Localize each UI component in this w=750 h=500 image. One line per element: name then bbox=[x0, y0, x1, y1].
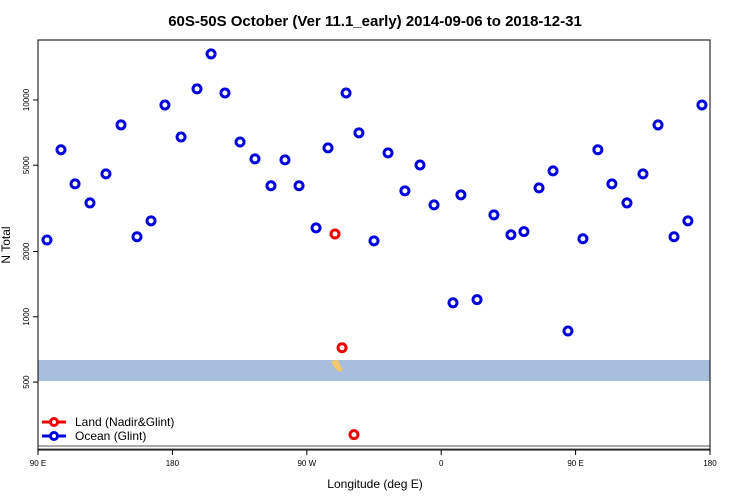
point bbox=[382, 147, 394, 159]
point bbox=[145, 215, 157, 227]
point bbox=[340, 87, 352, 99]
point bbox=[131, 231, 143, 243]
point bbox=[428, 199, 440, 211]
point bbox=[336, 342, 348, 354]
point bbox=[84, 197, 96, 209]
legend-label: Land (Nadir&Glint) bbox=[75, 415, 174, 429]
y-tick-label: 2000 bbox=[22, 242, 31, 260]
x-tick-label: 180 bbox=[703, 459, 717, 468]
point bbox=[399, 185, 411, 197]
point bbox=[577, 233, 589, 245]
y-tick-label: 10000 bbox=[22, 88, 31, 111]
point bbox=[55, 144, 67, 156]
point bbox=[219, 87, 231, 99]
point bbox=[668, 231, 680, 243]
plot-frame bbox=[37, 39, 711, 451]
point bbox=[488, 209, 500, 221]
chart-title: 60S-50S October (Ver 11.1_early) 2014-09… bbox=[168, 13, 582, 30]
point bbox=[310, 222, 322, 234]
point bbox=[293, 180, 305, 192]
point bbox=[191, 83, 203, 95]
legend-label: Ocean (Glint) bbox=[75, 429, 146, 443]
point bbox=[471, 294, 483, 306]
x-tick-label: 90 E bbox=[30, 459, 46, 468]
point bbox=[348, 429, 360, 441]
point bbox=[279, 154, 291, 166]
point bbox=[533, 182, 545, 194]
point bbox=[322, 142, 334, 154]
point bbox=[159, 99, 171, 111]
x-tick-label: 0 bbox=[439, 459, 444, 468]
map-strip bbox=[38, 360, 710, 381]
point bbox=[455, 189, 467, 201]
point bbox=[115, 119, 127, 131]
point bbox=[682, 215, 694, 227]
point bbox=[368, 235, 380, 247]
point bbox=[175, 131, 187, 143]
point bbox=[447, 297, 459, 309]
point bbox=[606, 178, 618, 190]
point bbox=[249, 153, 261, 165]
point bbox=[69, 178, 81, 190]
x-tick-label: 90 W bbox=[297, 459, 316, 468]
point bbox=[41, 234, 53, 246]
y-tick-label: 5000 bbox=[22, 156, 31, 174]
point bbox=[652, 119, 664, 131]
legend-marker bbox=[49, 431, 59, 441]
y-tick-label: 500 bbox=[22, 375, 31, 389]
point bbox=[637, 168, 649, 180]
point bbox=[505, 229, 517, 241]
point bbox=[414, 159, 426, 171]
point bbox=[621, 197, 633, 209]
y-tick-label: 1000 bbox=[22, 307, 31, 325]
x-tick-label: 90 E bbox=[567, 459, 583, 468]
x-tick-label: 180 bbox=[166, 459, 180, 468]
point bbox=[696, 99, 708, 111]
point bbox=[329, 228, 341, 240]
y-axis-label: N Total bbox=[0, 226, 13, 263]
land-outline bbox=[331, 360, 343, 372]
point bbox=[100, 168, 112, 180]
legend-marker bbox=[49, 417, 59, 427]
point bbox=[234, 136, 246, 148]
point bbox=[547, 165, 559, 177]
point bbox=[592, 144, 604, 156]
x-axis-label: Longitude (deg E) bbox=[327, 477, 422, 491]
point bbox=[518, 226, 530, 238]
point bbox=[562, 325, 574, 337]
point bbox=[265, 180, 277, 192]
point bbox=[353, 127, 365, 139]
point bbox=[205, 48, 217, 60]
